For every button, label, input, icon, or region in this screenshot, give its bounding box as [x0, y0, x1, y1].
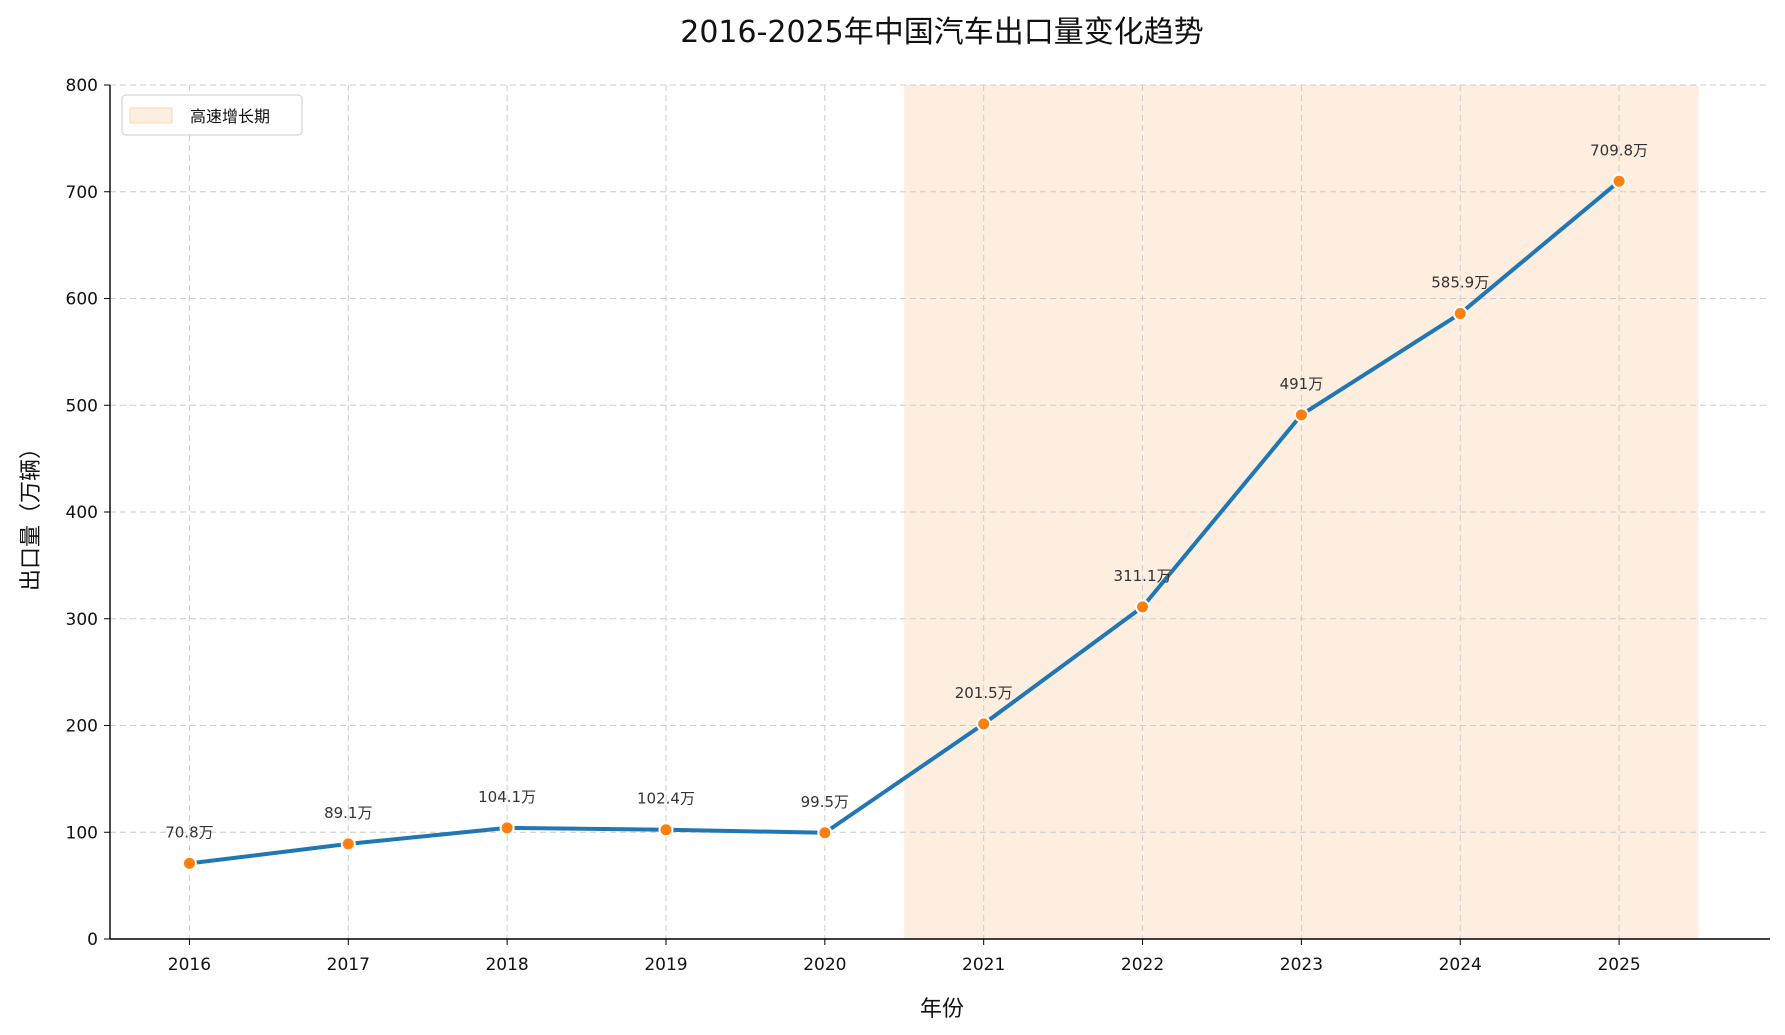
data-label-2016: 70.8万	[165, 823, 213, 841]
data-labels-layer: 70.8万 89.1万 104.1万 102.4万 99.5万 201.5万 311.1万 4…	[165, 141, 1648, 841]
data-point-2020	[817, 825, 833, 841]
x-tick-label-2025: 2025	[1597, 955, 1640, 975]
y-tick-label-500: 500	[66, 396, 98, 416]
legend-swatch-highlight-region	[129, 107, 173, 124]
x-tick-label-2022: 2022	[1121, 955, 1164, 975]
x-axis-label: 年份	[920, 997, 964, 1022]
y-tick-label-200: 200	[66, 717, 98, 737]
data-point-2016	[181, 855, 197, 871]
x-tick-label-2017: 2017	[327, 955, 370, 975]
legend-frame	[121, 94, 303, 136]
data-label-2019: 102.4万	[637, 790, 695, 808]
data-point-2024	[1452, 306, 1468, 322]
y-tick-label-400: 400	[66, 503, 98, 523]
x-tick-label-2020: 2020	[803, 955, 846, 975]
data-label-2017: 89.1万	[324, 804, 372, 822]
legend-label-highlight-region: 高速增长期	[190, 107, 270, 126]
tick-labels-layer: 0 100 200 300 400 500 600 700 800 2016 2017 2018 201…	[66, 76, 1641, 975]
data-point-2025	[1611, 173, 1627, 189]
data-point-2023	[1293, 407, 1309, 423]
x-tick-label-2023: 2023	[1280, 955, 1323, 975]
series-layer	[181, 173, 1627, 871]
data-point-2018	[499, 820, 515, 836]
data-label-2021: 201.5万	[955, 684, 1013, 702]
x-tick-label-2021: 2021	[962, 955, 1005, 975]
chart-title: 2016-2025年中国汽车出口量变化趋势	[680, 15, 1204, 50]
y-tick-label-600: 600	[66, 290, 98, 310]
legend: 高速增长期	[121, 94, 303, 136]
y-axis-label: 出口量（万辆）	[19, 437, 44, 591]
data-point-2022	[1135, 599, 1151, 615]
x-tick-label-2016: 2016	[168, 955, 211, 975]
data-point-2021	[976, 716, 992, 732]
axes-layer	[104, 84, 1770, 945]
y-tick-label-300: 300	[66, 610, 98, 630]
grid-layer	[110, 84, 1770, 940]
data-label-2023: 491万	[1280, 375, 1324, 393]
y-tick-label-100: 100	[66, 823, 98, 843]
data-point-2019	[658, 822, 674, 838]
data-label-2020: 99.5万	[801, 793, 849, 811]
x-tick-label-2018: 2018	[485, 955, 528, 975]
y-tick-label-0: 0	[87, 930, 98, 950]
x-tick-label-2024: 2024	[1439, 955, 1482, 975]
data-label-2022: 311.1万	[1114, 567, 1172, 585]
y-tick-label-700: 700	[66, 183, 98, 203]
data-label-2025: 709.8万	[1590, 141, 1648, 159]
y-tick-label-800: 800	[66, 76, 98, 96]
data-label-2024: 585.9万	[1431, 274, 1489, 292]
x-tick-label-2019: 2019	[644, 955, 687, 975]
data-point-2017	[340, 836, 356, 852]
data-label-2018: 104.1万	[478, 788, 536, 806]
series-line	[189, 179, 1621, 866]
